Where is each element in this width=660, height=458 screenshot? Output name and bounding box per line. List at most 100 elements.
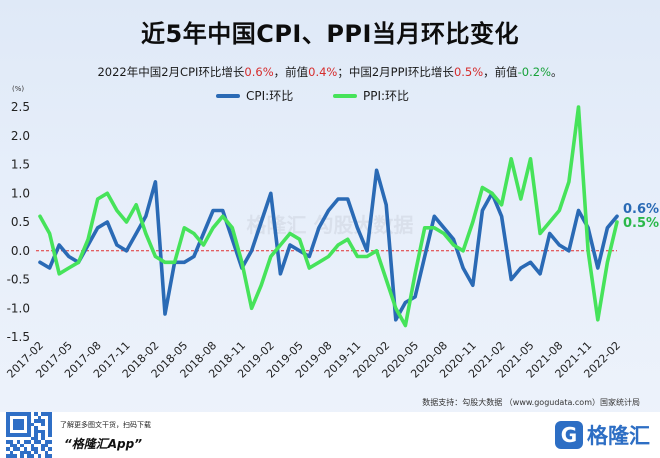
footer-download-text: 了解更多图文干货，扫码下载 — [60, 421, 151, 429]
logo-text: 格隆汇 — [587, 424, 650, 448]
qr-cell — [37, 426, 42, 430]
cpi-series-line — [38, 168, 619, 322]
line-chart: 格隆汇 勾股大数据(%)-1.5-1.0-0.50.00.51.01.52.02… — [4, 85, 659, 381]
qr-cell — [20, 436, 24, 441]
qr-cell — [20, 440, 24, 444]
qr-cell — [44, 447, 49, 451]
qr-cell — [41, 415, 45, 420]
qr-cell — [23, 426, 28, 430]
qr-cell — [9, 436, 14, 441]
qr-cell — [37, 450, 42, 455]
qr-cell — [9, 426, 14, 430]
y-tick-label: 2.0 — [11, 129, 30, 143]
y-tick-label: -1.5 — [7, 330, 30, 344]
qr-cell — [48, 450, 52, 455]
y-tick-label: -0.5 — [7, 273, 30, 287]
ppi-end-label: 0.5% — [623, 216, 659, 231]
footer-app-name: “格隆汇App” — [64, 437, 142, 451]
qr-cell — [16, 436, 21, 441]
data-source: 数据支持：勾股大数据 （www.gogudata.com）国家统计局 — [422, 398, 640, 407]
qr-cell — [6, 436, 10, 441]
qr-cell — [27, 436, 31, 441]
ppi-series-line — [38, 105, 619, 328]
qr-cell — [16, 454, 21, 458]
qr-cell — [41, 454, 45, 458]
qr-cell — [23, 415, 28, 420]
qr-cell — [44, 419, 49, 423]
qr-cell — [20, 415, 24, 420]
qr-cell — [34, 415, 38, 420]
qr-cell — [30, 450, 35, 455]
legend-swatch-cpi — [216, 93, 240, 98]
qr-cell — [6, 450, 10, 455]
y-tick-label: 0.0 — [11, 244, 30, 258]
qr-cell — [9, 447, 14, 451]
legend-label-ppi: PPI:环比 — [363, 89, 410, 103]
ppi-previous-value: -0.2% — [517, 65, 552, 79]
qr-cell — [37, 422, 42, 427]
qr-cell — [37, 447, 42, 451]
cpi-previous-value: 0.4% — [308, 65, 338, 79]
qr-cell — [27, 443, 31, 448]
ppi-current-value: 0.5% — [453, 65, 484, 79]
qr-cell — [30, 433, 35, 437]
qr-cell — [16, 443, 21, 448]
logo-mark-icon: G — [555, 421, 583, 449]
qr-cell — [34, 443, 38, 448]
qr-cell — [48, 436, 52, 441]
y-tick-label: 1.5 — [11, 158, 30, 172]
brand-logo: G 格隆汇 — [555, 418, 650, 452]
subtitle-text-2: ，前值 — [273, 65, 309, 79]
y-unit-label: (%) — [12, 85, 24, 93]
qr-cell — [41, 440, 45, 444]
qr-cell — [37, 433, 42, 437]
cpi-end-label: 0.6% — [623, 202, 659, 217]
qr-cell — [9, 415, 14, 420]
y-tick-label: 0.5 — [11, 215, 30, 229]
chart-title: 近5年中国CPI、PPI当月环比变化 — [141, 20, 519, 48]
subtitle-text-4: ，前值 — [483, 65, 518, 79]
qr-cell — [23, 422, 28, 427]
qr-cell — [13, 450, 17, 455]
qr-cell — [44, 426, 49, 430]
qr-cell — [23, 419, 28, 423]
legend-swatch-ppi — [333, 93, 357, 98]
qr-cell — [37, 412, 42, 416]
qr-cell — [9, 419, 14, 423]
qr-cell — [13, 415, 17, 420]
qr-cell — [9, 429, 14, 434]
y-tick-label: 1.0 — [11, 186, 30, 200]
subtitle-text-3: ；中国2月PPI环比增长 — [337, 65, 454, 79]
y-tick-label: 2.5 — [11, 100, 30, 114]
qr-cell — [6, 443, 10, 448]
legend-item-cpi: CPI:环比 — [216, 87, 293, 104]
qr-cell — [13, 429, 17, 434]
qr-cell — [30, 415, 35, 420]
qr-cell — [20, 429, 24, 434]
qr-cell — [16, 450, 21, 455]
subtitle-text-5: 。 — [551, 65, 563, 79]
legend-label-cpi: CPI:环比 — [246, 89, 294, 103]
qr-cell — [16, 415, 21, 420]
qr-cell — [41, 426, 45, 430]
qr-cell — [23, 443, 28, 448]
qr-cell — [23, 436, 28, 441]
qr-cell — [23, 454, 28, 458]
qr-cell — [20, 447, 24, 451]
y-tick-label: -1.0 — [7, 301, 30, 315]
qr-cell — [34, 422, 38, 427]
qr-cell — [27, 447, 31, 451]
qr-cell — [30, 412, 35, 416]
qr-cell — [37, 436, 42, 441]
qr-cell — [44, 422, 49, 427]
qr-cell — [30, 429, 35, 434]
cpi-current-value: 0.6% — [244, 65, 274, 79]
qr-cell — [44, 415, 49, 420]
chart-subtitle: 2022年中国2月CPI环比增长0.6%，前值0.4%；中国2月PPI环比增长0… — [0, 64, 660, 80]
qr-cell — [16, 429, 21, 434]
qr-cell — [9, 422, 14, 427]
qr-cell — [44, 429, 49, 434]
qr-cell — [13, 436, 17, 441]
qr-cell — [37, 443, 42, 448]
